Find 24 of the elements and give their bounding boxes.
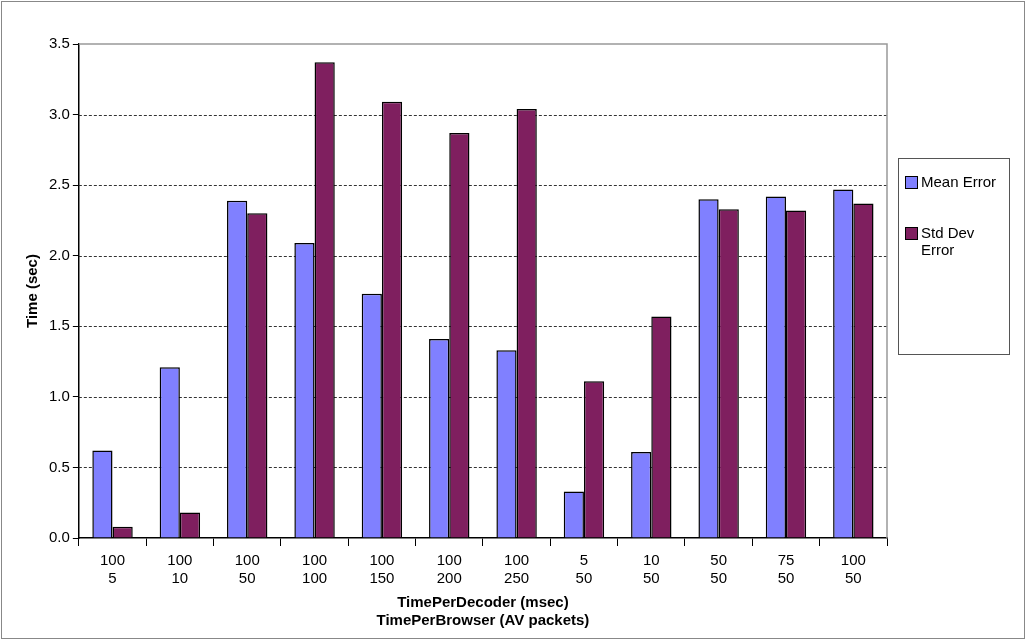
x-tick-label: 75 50 bbox=[777, 551, 795, 587]
x-axis-title: TimePerDecoder (msec) TimePerBrowser (AV packets) bbox=[376, 593, 590, 629]
x-tick-label: 100 5 bbox=[100, 551, 126, 587]
y-tick-label: 1.5 bbox=[48, 316, 70, 334]
legend-label: Std Dev Error bbox=[921, 224, 976, 258]
y-tick-label: 2.5 bbox=[48, 175, 70, 193]
x-tick-label: 100 150 bbox=[369, 551, 395, 587]
x-tick-label: 50 50 bbox=[710, 551, 727, 587]
x-tick-label: 100 250 bbox=[504, 551, 530, 587]
y-tick-label: 3.5 bbox=[48, 34, 70, 52]
x-tick-label: 10 50 bbox=[642, 551, 660, 587]
legend-label: Mean Error bbox=[921, 173, 997, 190]
y-tick-label: 2.0 bbox=[48, 245, 70, 263]
y-tick-label: 3.0 bbox=[48, 104, 70, 122]
x-tick-label: 100 50 bbox=[234, 551, 260, 587]
x-tick-label: 5 50 bbox=[575, 551, 593, 587]
y-tick-label: 0.0 bbox=[48, 528, 70, 546]
y-tick-label: 1.0 bbox=[48, 387, 70, 404]
x-tick-label: 100 10 bbox=[167, 551, 193, 587]
x-tick-label: 100 100 bbox=[302, 551, 328, 587]
y-tick-label: 0.5 bbox=[48, 457, 70, 475]
x-tick-label: 100 200 bbox=[436, 551, 462, 587]
y-axis-title: Time (sec) bbox=[23, 254, 41, 328]
x-tick-label: 100 50 bbox=[840, 551, 866, 587]
